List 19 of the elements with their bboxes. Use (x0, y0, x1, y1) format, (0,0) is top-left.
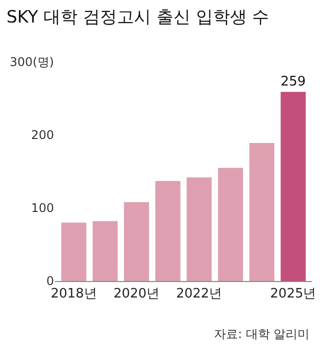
text: 자료: 대학 알리미 (214, 327, 310, 341)
data-label: 259 (280, 74, 306, 90)
y-tick-label: 300(명) (10, 55, 54, 70)
chart-title: SKY 대학 검정고시 출신 입학생 수 (6, 7, 270, 28)
y-tick-label: 200 (31, 128, 54, 142)
bar (186, 177, 212, 281)
x-tick-label: 2022년 (176, 286, 222, 302)
bar (218, 168, 244, 281)
y-tick-label: 0 (46, 274, 54, 288)
y-tick-label: 100 (31, 201, 54, 216)
bar (249, 143, 274, 281)
bar (280, 92, 306, 281)
bar (61, 222, 86, 281)
x-tick-label: 2020년 (113, 286, 160, 302)
x-tick-label: 2025년 (270, 286, 316, 302)
x-tick-label: 2018년 (50, 286, 97, 302)
bar (124, 202, 150, 281)
bar (92, 221, 118, 281)
bar (155, 180, 180, 281)
